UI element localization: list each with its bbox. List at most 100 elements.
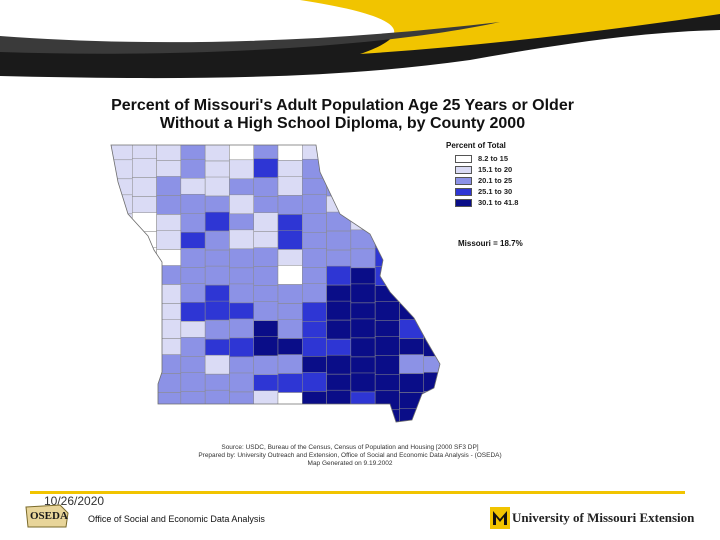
county-cell: [180, 337, 206, 357]
county-cell: [350, 283, 376, 304]
legend-item: 15.1 to 20: [455, 164, 596, 175]
county-cell: [229, 337, 254, 358]
county-cell: [277, 354, 303, 374]
county-cell: [374, 266, 400, 286]
county-cell: [302, 158, 327, 179]
county-cell: [204, 230, 230, 251]
legend-swatch: [455, 176, 472, 185]
county-cell: [111, 248, 133, 269]
legend-item: 30.1 to 41.8: [455, 197, 596, 208]
county-cell: [253, 355, 279, 376]
county-cell: [156, 265, 182, 285]
county-cell: [423, 193, 440, 214]
county-cell: [277, 373, 303, 393]
county-cell: [350, 145, 376, 161]
county-cell: [374, 231, 400, 251]
county-cell: [156, 284, 182, 304]
source-line-3: Map Generated on 9.19.2002: [307, 460, 393, 467]
county-cell: [156, 392, 182, 412]
county-cell: [302, 372, 327, 392]
county-cell: [350, 178, 376, 199]
county-cell: [374, 145, 400, 162]
legend-item: 25.1 to 30: [455, 186, 596, 197]
county-cell: [229, 372, 254, 393]
county-cell: [399, 176, 424, 196]
county-cell: [423, 145, 440, 163]
county-cell: [132, 177, 157, 197]
county-cell: [423, 177, 440, 198]
county-cell: [350, 194, 376, 215]
county-cell: [132, 409, 157, 422]
county-cell: [111, 229, 133, 250]
county-cell: [111, 159, 133, 180]
county-cell: [374, 247, 400, 267]
county-cell: [111, 283, 133, 304]
county-cell: [180, 213, 206, 233]
county-cell: [350, 159, 376, 180]
county-cell: [204, 265, 230, 286]
county-cell: [253, 409, 279, 422]
oseda-logo: OSEDA: [25, 504, 69, 528]
county-cell: [156, 408, 182, 422]
legend-label: 15.1 to 20: [478, 165, 513, 174]
county-cell: [229, 159, 254, 180]
county-cell: [423, 158, 440, 179]
county-cell: [423, 321, 440, 341]
county-cell: [399, 408, 424, 422]
county-cell: [180, 158, 206, 179]
county-cell: [132, 355, 157, 376]
county-cell: [132, 301, 157, 321]
county-cell: [253, 266, 279, 286]
county-cell: [180, 410, 206, 422]
legend-item: 20.1 to 25: [455, 175, 596, 186]
county-cell: [132, 390, 157, 411]
county-cell: [132, 266, 157, 286]
county-cell: [229, 229, 254, 250]
county-cell: [132, 158, 157, 178]
county-cell: [277, 230, 303, 250]
county-cell: [350, 391, 376, 412]
county-cell: [111, 391, 133, 412]
county-cell: [253, 336, 279, 357]
source-note: Source: USDC, Bureau of the Census, Cens…: [150, 444, 550, 468]
county-cell: [302, 248, 327, 268]
county-cell: [180, 372, 206, 392]
county-cell: [180, 193, 206, 214]
county-cell: [229, 194, 254, 215]
county-cell: [302, 337, 327, 357]
county-cell: [399, 214, 424, 234]
county-cell: [350, 318, 376, 339]
county-cell: [229, 283, 254, 304]
map-title-line1: Percent of Missouri's Adult Population A…: [111, 97, 574, 114]
county-cell: [374, 177, 400, 197]
county-cell: [423, 283, 440, 303]
county-cell: [374, 212, 400, 232]
county-cell: [204, 176, 230, 197]
county-cell: [326, 300, 352, 321]
county-cell: [277, 195, 303, 215]
mu-logo: [490, 507, 510, 529]
county-cell: [399, 373, 424, 393]
county-cell: [326, 265, 352, 286]
county-cell: [374, 336, 400, 357]
legend-rows: 8.2 to 15 15.1 to 20 20.1 to 25 25.1 to 30 3…: [446, 153, 596, 208]
county-cell: [423, 232, 440, 252]
county-cell: [277, 319, 303, 339]
county-cell: [399, 354, 424, 374]
county-cell: [374, 301, 400, 321]
county-cell: [180, 248, 206, 268]
county-cell: [326, 389, 352, 410]
state-average: Missouri = 18.7%: [458, 239, 523, 248]
legend-label: 8.2 to 15: [478, 154, 509, 163]
county-cell: [399, 145, 424, 161]
legend-label: 25.1 to 30: [478, 187, 513, 196]
county-cell: [132, 336, 157, 357]
county-cell: [111, 407, 133, 422]
county-cell: [350, 229, 376, 250]
county-cell: [326, 408, 352, 422]
county-cell: [180, 302, 206, 322]
county-cell: [132, 285, 157, 305]
county-cell: [156, 319, 182, 339]
missouri-county-map: [110, 144, 441, 423]
legend-swatch: [455, 198, 472, 207]
